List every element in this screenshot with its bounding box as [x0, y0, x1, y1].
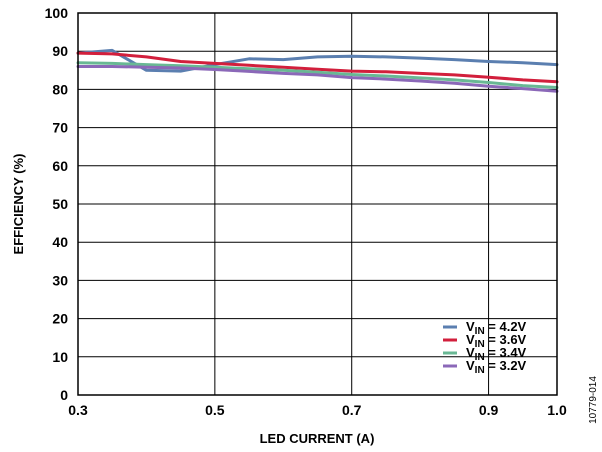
- y-tick-label: 80: [52, 81, 68, 97]
- legend-label-1: VIN = 3.6V: [466, 332, 527, 350]
- y-tick-label: 90: [52, 43, 68, 59]
- y-tick-labels: 0 10 20 30 40 50 60 70 80 90 100: [45, 5, 69, 403]
- legend-label-rest: = 3.6V: [485, 332, 527, 347]
- y-tick-label: 70: [52, 120, 68, 136]
- y-tick-label: 10: [52, 349, 68, 365]
- series-line-1: [76, 51, 559, 84]
- legend-label-sub: IN: [475, 326, 485, 337]
- legend-label-main: V: [466, 319, 475, 334]
- legend-label-3: VIN = 3.2V: [466, 358, 527, 376]
- series-line-2: [76, 61, 559, 89]
- y-tick-label: 50: [52, 196, 68, 212]
- x-axis-title: LED CURRENT (A): [260, 431, 375, 446]
- legend-label-main: V: [466, 332, 475, 347]
- series-line-3: [76, 65, 559, 93]
- legend-label-2: VIN = 3.4V: [466, 345, 527, 363]
- legend-label-rest: = 3.4V: [485, 345, 527, 360]
- x-tick-label: 0.7: [342, 402, 362, 418]
- x-tick-label: 1.0: [547, 402, 567, 418]
- x-tick-labels: 0.3 0.5 0.7 0.9 1.0: [68, 402, 567, 418]
- figure-id: 10779-014: [588, 376, 599, 424]
- y-tick-label: 30: [52, 272, 68, 288]
- y-tick-label: 0: [60, 387, 68, 403]
- x-tick-label: 0.3: [68, 402, 88, 418]
- y-tick-label: 20: [52, 311, 68, 327]
- y-tick-label: 60: [52, 158, 68, 174]
- legend-label-sub: IN: [475, 352, 485, 363]
- legend-label-main: V: [466, 345, 475, 360]
- y-axis-title: EFFICIENCY (%): [11, 154, 26, 255]
- legend-label-rest: = 4.2V: [485, 319, 527, 334]
- x-tick-label: 0.9: [479, 402, 499, 418]
- data-series: [76, 48, 559, 93]
- series-line-0: [76, 48, 559, 73]
- legend-label-sub: IN: [475, 365, 485, 376]
- legend-label-sub: IN: [475, 339, 485, 350]
- legend-label-rest: = 3.2V: [485, 358, 527, 373]
- y-tick-label: 100: [45, 5, 69, 21]
- y-tick-label: 40: [52, 234, 68, 250]
- plot-frame: [77, 12, 558, 396]
- x-tick-label: 0.5: [205, 402, 225, 418]
- legend-label-0: VIN = 4.2V: [466, 319, 527, 337]
- legend-label-main: V: [466, 358, 475, 373]
